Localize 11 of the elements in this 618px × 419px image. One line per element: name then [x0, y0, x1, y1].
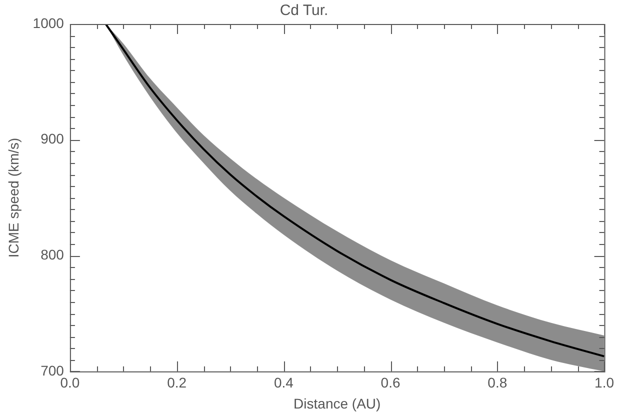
- y-tick-label: 800: [40, 246, 64, 262]
- x-axis-title: Distance (AU): [294, 395, 381, 412]
- y-axis-title: ICME speed (km/s): [5, 138, 22, 258]
- x-tick-label: 0.4: [274, 374, 294, 391]
- y-tick-label: 1000: [32, 14, 64, 31]
- x-tick-label: 0.6: [380, 374, 400, 391]
- x-tick-label: 0.2: [167, 374, 187, 391]
- chart-title: Cd Tur.: [280, 2, 328, 20]
- x-tick-label: 1.0: [594, 374, 614, 391]
- y-tick-label: 900: [40, 130, 64, 147]
- x-tick-label: 0.8: [488, 374, 508, 391]
